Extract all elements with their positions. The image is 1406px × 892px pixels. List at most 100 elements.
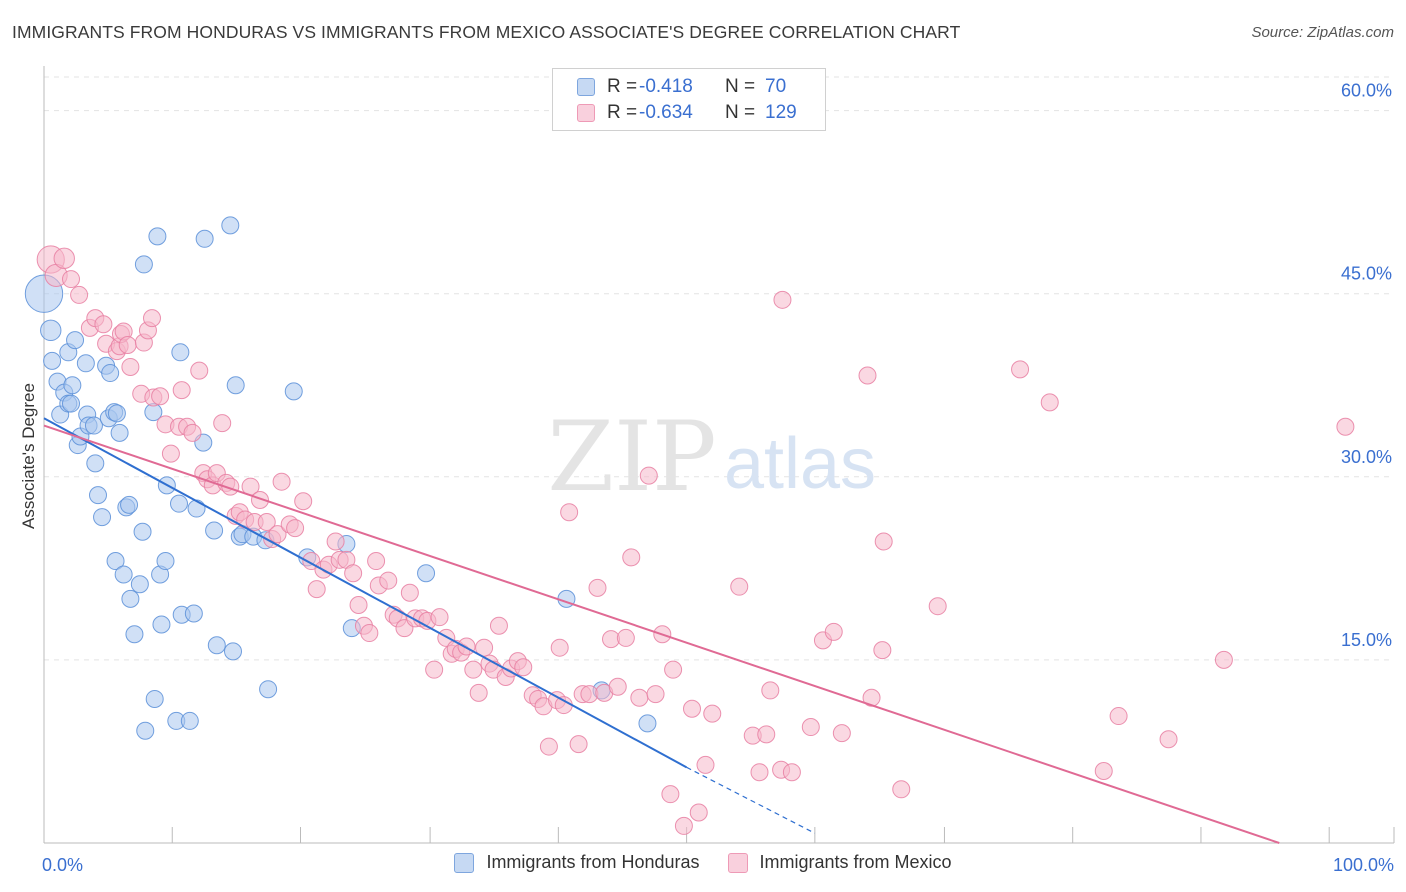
mexico-point[interactable] — [430, 608, 449, 627]
mexico-point[interactable] — [1094, 761, 1113, 780]
honduras-point[interactable] — [40, 319, 62, 342]
mexico-point[interactable] — [379, 571, 398, 590]
honduras-point[interactable] — [133, 522, 152, 541]
mexico-point[interactable] — [622, 548, 641, 567]
mexico-point[interactable] — [1159, 730, 1178, 749]
mexico-point[interactable] — [750, 763, 769, 782]
mexico-point[interactable] — [616, 628, 635, 647]
mexico-point[interactable] — [873, 641, 892, 660]
mexico-point[interactable] — [400, 583, 419, 602]
mexico-point[interactable] — [183, 423, 202, 442]
mexico-point[interactable] — [1336, 417, 1355, 436]
mexico-point[interactable] — [514, 658, 533, 677]
mexico-point[interactable] — [151, 387, 170, 406]
mexico-point[interactable] — [272, 472, 291, 491]
honduras-point[interactable] — [226, 376, 245, 395]
mexico-point[interactable] — [367, 552, 386, 571]
mexico-point[interactable] — [143, 309, 161, 328]
mexico-point[interactable] — [1011, 360, 1030, 379]
mexico-point[interactable] — [62, 270, 80, 289]
mexico-point[interactable] — [646, 685, 665, 704]
mexico-point[interactable] — [683, 699, 701, 718]
honduras-point[interactable] — [130, 575, 149, 594]
mexico-point[interactable] — [832, 724, 851, 743]
honduras-point[interactable] — [43, 351, 62, 370]
honduras-point[interactable] — [224, 642, 242, 661]
mexico-point[interactable] — [550, 638, 569, 657]
mexico-point[interactable] — [294, 492, 313, 511]
honduras-point[interactable] — [156, 552, 175, 571]
honduras-point[interactable] — [148, 227, 167, 246]
mexico-point[interactable] — [213, 414, 232, 433]
mexico-point[interactable] — [326, 532, 345, 551]
mexico-point[interactable] — [630, 688, 649, 707]
honduras-point[interactable] — [207, 636, 226, 655]
mexico-point[interactable] — [554, 696, 573, 715]
mexico-point[interactable] — [824, 622, 843, 641]
mexico-point[interactable] — [730, 577, 749, 596]
honduras-point[interactable] — [107, 404, 126, 423]
honduras-point[interactable] — [171, 343, 190, 362]
mexico-point[interactable] — [1214, 650, 1233, 669]
honduras-point[interactable] — [62, 394, 80, 413]
mexico-point[interactable] — [539, 737, 558, 756]
mexico-point[interactable] — [928, 597, 947, 616]
honduras-point[interactable] — [76, 354, 95, 373]
mexico-point[interactable] — [70, 285, 89, 304]
mexico-point[interactable] — [457, 637, 476, 656]
honduras-point[interactable] — [170, 494, 188, 513]
honduras-point[interactable] — [259, 680, 278, 699]
honduras-point[interactable] — [66, 331, 85, 350]
mexico-point[interactable] — [588, 578, 607, 597]
honduras-point[interactable] — [195, 229, 214, 248]
mexico-point[interactable] — [664, 660, 683, 679]
mexico-point[interactable] — [251, 491, 269, 510]
mexico-point[interactable] — [464, 660, 483, 679]
mexico-point[interactable] — [560, 503, 579, 522]
mexico-point[interactable] — [268, 525, 287, 544]
mexico-point[interactable] — [344, 564, 363, 583]
mexico-point[interactable] — [801, 718, 820, 737]
honduras-point[interactable] — [221, 216, 240, 235]
mexico-point[interactable] — [161, 444, 180, 463]
mexico-point[interactable] — [661, 785, 680, 804]
honduras-point[interactable] — [121, 589, 140, 608]
honduras-point[interactable] — [284, 382, 303, 401]
honduras-point[interactable] — [84, 416, 103, 435]
mexico-point[interactable] — [1109, 707, 1128, 726]
honduras-point[interactable] — [93, 508, 112, 527]
mexico-point[interactable] — [696, 755, 715, 774]
honduras-point[interactable] — [152, 615, 171, 634]
mexico-point[interactable] — [703, 704, 722, 723]
mexico-point[interactable] — [172, 381, 191, 400]
honduras-point[interactable] — [187, 499, 206, 518]
mexico-point[interactable] — [874, 532, 893, 551]
legend-item-honduras[interactable]: Immigrants from Honduras — [454, 852, 700, 873]
honduras-point[interactable] — [205, 521, 224, 540]
mexico-point[interactable] — [360, 624, 379, 643]
mexico-point[interactable] — [489, 616, 508, 635]
mexico-point[interactable] — [190, 361, 209, 380]
honduras-point[interactable] — [89, 486, 107, 505]
mexico-point[interactable] — [782, 763, 801, 782]
honduras-point[interactable] — [638, 714, 657, 733]
mexico-point[interactable] — [639, 466, 658, 485]
mexico-point[interactable] — [94, 315, 113, 334]
honduras-point[interactable] — [114, 565, 133, 584]
honduras-point[interactable] — [101, 364, 120, 383]
mexico-point[interactable] — [118, 335, 137, 354]
mexico-point[interactable] — [307, 580, 326, 599]
mexico-point[interactable] — [858, 366, 877, 385]
mexico-point[interactable] — [469, 683, 488, 702]
honduras-point[interactable] — [63, 376, 82, 395]
mexico-point[interactable] — [53, 247, 75, 270]
honduras-point[interactable] — [184, 604, 203, 623]
mexico-point[interactable] — [349, 595, 368, 614]
honduras-point[interactable] — [86, 454, 105, 473]
honduras-point[interactable] — [145, 689, 164, 708]
mexico-point[interactable] — [761, 681, 780, 700]
legend-item-mexico[interactable]: Immigrants from Mexico — [727, 852, 952, 873]
honduras-point[interactable] — [110, 423, 129, 442]
honduras-point[interactable] — [180, 711, 199, 730]
honduras-point[interactable] — [106, 552, 125, 571]
